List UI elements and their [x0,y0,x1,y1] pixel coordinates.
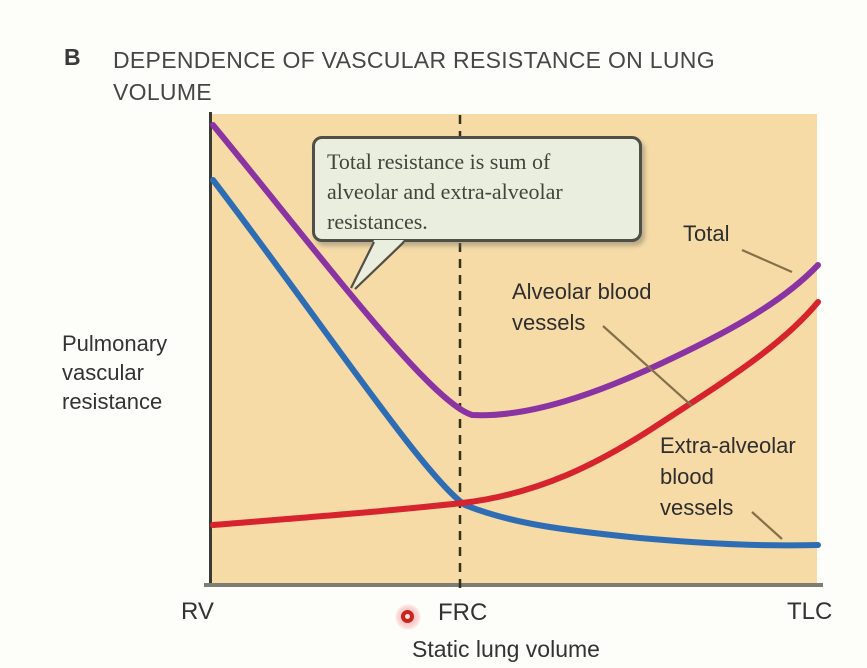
x-tick-frc: FRC [438,599,488,626]
y-label-line3: resistance [62,389,163,414]
figure-title: DEPENDENCE OF VASCULAR RESISTANCE ON LUN… [113,44,715,108]
panel-letter: B [64,44,81,70]
total-curve-label: Total [683,221,730,246]
callout-line3: resistances. [327,209,428,234]
y-axis-line [209,112,212,586]
callout-bubble: Total resistance is sum of alveolar and … [312,136,642,242]
extra-label-line3: vessels [660,495,734,520]
y-axis-label: Pulmonary vascular resistance [62,329,167,416]
alveolar-label-line1: Alveolar blood [512,279,652,304]
figure-title-line1: DEPENDENCE OF VASCULAR RESISTANCE ON LUN… [113,47,715,73]
extra-alveolar-curve-label: Extra-alveolar blood vessels [660,430,796,523]
x-tick-rv: RV [181,598,214,625]
callout-line2: alveolar and extra-alveolar [327,179,563,204]
x-axis-label: Static lung volume [412,636,600,662]
alveolar-label-line2: vessels [512,310,586,335]
laser-pointer-dot [401,610,414,623]
y-label-line1: Pulmonary [62,331,168,356]
figure-title-line2: VOLUME [113,79,212,105]
x-axis-line [204,583,823,587]
callout-line1: Total resistance is sum of [327,149,551,174]
extra-label-line1: Extra-alveolar [660,433,796,458]
extra-label-line2: blood [660,464,714,489]
x-tick-tlc: TLC [787,598,833,625]
y-label-line2: vascular [62,360,144,385]
alveolar-curve-label: Alveolar blood vessels [512,276,651,338]
